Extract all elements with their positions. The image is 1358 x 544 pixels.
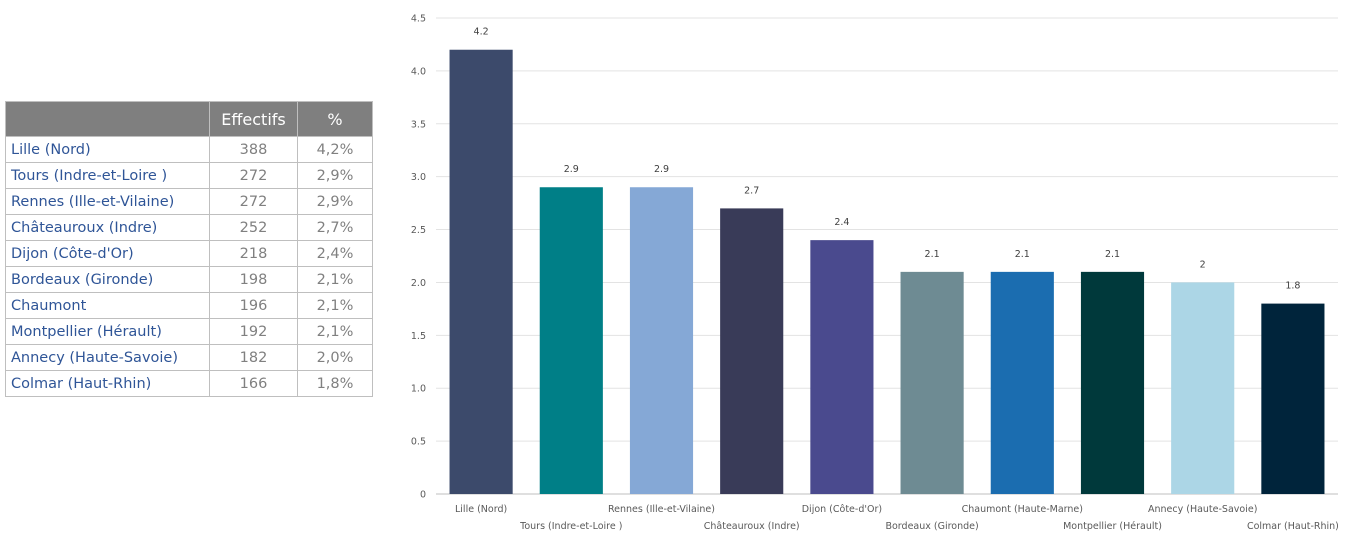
- x-category-label: Dijon (Côte-d'Or): [802, 504, 882, 515]
- city-cell: Bordeaux (Gironde): [5, 266, 210, 293]
- y-tick-label: 1.5: [411, 331, 426, 342]
- data-label: 1.8: [1285, 281, 1300, 292]
- effectifs-cell: 252: [209, 214, 298, 241]
- y-tick-label: 0.5: [411, 437, 426, 448]
- table-row: Tours (Indre-et-Loire ) 272 2,9%: [5, 162, 373, 189]
- bar: [990, 271, 1054, 494]
- bar: [449, 49, 513, 494]
- effectifs-cell: 198: [209, 266, 298, 293]
- x-category-label: Châteauroux (Indre): [704, 521, 800, 532]
- bar: [1261, 303, 1325, 494]
- data-label: 2.9: [654, 164, 669, 175]
- y-tick-label: 3.0: [411, 172, 426, 183]
- data-label: 2.7: [744, 185, 759, 196]
- percent-cell: 2,1%: [297, 318, 373, 345]
- y-tick-label: 2.0: [411, 278, 426, 289]
- table-row: Montpellier (Hérault) 192 2,1%: [5, 318, 373, 345]
- table-row: Annecy (Haute-Savoie) 182 2,0%: [5, 344, 373, 371]
- data-label: 2.1: [1105, 249, 1120, 260]
- x-category-label: Chaumont (Haute-Marne): [962, 504, 1083, 515]
- percent-cell: 1,8%: [297, 370, 373, 397]
- bar: [900, 271, 964, 494]
- percent-cell: 4,2%: [297, 136, 373, 163]
- bar: [629, 187, 694, 494]
- header-percent: %: [297, 101, 373, 137]
- bar: [720, 208, 784, 494]
- y-tick-label: 3.5: [411, 119, 426, 130]
- y-tick-label: 4.0: [411, 66, 426, 77]
- x-category-label: Rennes (Ille-et-Vilaine): [608, 504, 715, 515]
- data-label: 2.4: [834, 217, 849, 228]
- bar: [1080, 271, 1145, 494]
- data-label: 4.2: [474, 27, 489, 38]
- x-category-label: Tours (Indre-et-Loire ): [519, 521, 622, 532]
- x-category-label: Montpellier (Hérault): [1063, 521, 1162, 532]
- city-cell: Montpellier (Hérault): [5, 318, 210, 345]
- city-cell: Châteauroux (Indre): [5, 214, 210, 241]
- percent-cell: 2,9%: [297, 188, 373, 215]
- percent-cell: 2,1%: [297, 266, 373, 293]
- bar: [1171, 282, 1235, 494]
- effectifs-cell: 166: [209, 370, 298, 397]
- y-tick-label: 0: [420, 490, 426, 501]
- y-tick-label: 2.5: [411, 225, 426, 236]
- y-tick-label: 1.0: [411, 384, 426, 395]
- effectifs-cell: 196: [209, 292, 298, 319]
- effectifs-cell: 272: [209, 162, 298, 189]
- city-cell: Tours (Indre-et-Loire ): [5, 162, 210, 189]
- effectifs-table: Effectifs % Lille (Nord) 388 4,2% Tours (I…: [5, 101, 373, 397]
- x-category-label: Colmar (Haut-Rhin): [1247, 521, 1339, 532]
- data-label: 2.9: [564, 164, 579, 175]
- data-label: 2.1: [1015, 249, 1030, 260]
- table-row: Colmar (Haut-Rhin) 166 1,8%: [5, 370, 373, 397]
- y-tick-label: 4.5: [411, 14, 426, 25]
- city-cell: Rennes (Ille-et-Vilaine): [5, 188, 210, 215]
- data-label: 2.1: [925, 249, 940, 260]
- x-category-label: Lille (Nord): [455, 504, 507, 515]
- percent-cell: 2,4%: [297, 240, 373, 267]
- bar: [810, 240, 874, 494]
- table-row: Bordeaux (Gironde) 198 2,1%: [5, 266, 373, 293]
- table-row: Chaumont 196 2,1%: [5, 292, 373, 319]
- x-category-label: Annecy (Haute-Savoie): [1148, 504, 1257, 515]
- city-cell: Colmar (Haut-Rhin): [5, 370, 210, 397]
- city-cell: Annecy (Haute-Savoie): [5, 344, 210, 371]
- x-category-label: Bordeaux (Gironde): [885, 521, 978, 532]
- table-row: Rennes (Ille-et-Vilaine) 272 2,9%: [5, 188, 373, 215]
- bar: [539, 187, 603, 494]
- table-row: Châteauroux (Indre) 252 2,7%: [5, 214, 373, 241]
- header-city: [5, 101, 210, 137]
- data-label: 2: [1200, 259, 1206, 270]
